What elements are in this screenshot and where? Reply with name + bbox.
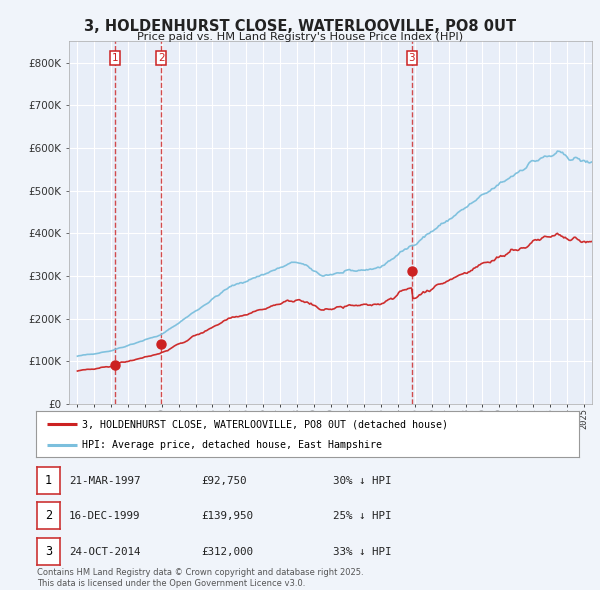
Text: 3: 3 bbox=[409, 53, 415, 63]
Text: HPI: Average price, detached house, East Hampshire: HPI: Average price, detached house, East… bbox=[82, 440, 382, 450]
Text: £92,750: £92,750 bbox=[201, 476, 247, 486]
Text: 2: 2 bbox=[45, 509, 52, 522]
Text: Contains HM Land Registry data © Crown copyright and database right 2025.
This d: Contains HM Land Registry data © Crown c… bbox=[37, 568, 364, 588]
Text: 24-OCT-2014: 24-OCT-2014 bbox=[69, 547, 140, 557]
Text: Price paid vs. HM Land Registry's House Price Index (HPI): Price paid vs. HM Land Registry's House … bbox=[137, 32, 463, 42]
Text: 16-DEC-1999: 16-DEC-1999 bbox=[69, 512, 140, 522]
Text: 30% ↓ HPI: 30% ↓ HPI bbox=[333, 476, 392, 486]
Text: 21-MAR-1997: 21-MAR-1997 bbox=[69, 476, 140, 486]
Text: 25% ↓ HPI: 25% ↓ HPI bbox=[333, 512, 392, 522]
Text: 3, HOLDENHURST CLOSE, WATERLOOVILLE, PO8 0UT: 3, HOLDENHURST CLOSE, WATERLOOVILLE, PO8… bbox=[84, 19, 516, 34]
Text: 1: 1 bbox=[112, 53, 118, 63]
Text: 1: 1 bbox=[45, 474, 52, 487]
Text: 3, HOLDENHURST CLOSE, WATERLOOVILLE, PO8 0UT (detached house): 3, HOLDENHURST CLOSE, WATERLOOVILLE, PO8… bbox=[82, 419, 448, 429]
Text: 3: 3 bbox=[45, 545, 52, 558]
Text: 2: 2 bbox=[158, 53, 164, 63]
Text: £139,950: £139,950 bbox=[201, 512, 253, 522]
Text: £312,000: £312,000 bbox=[201, 547, 253, 557]
Text: 33% ↓ HPI: 33% ↓ HPI bbox=[333, 547, 392, 557]
